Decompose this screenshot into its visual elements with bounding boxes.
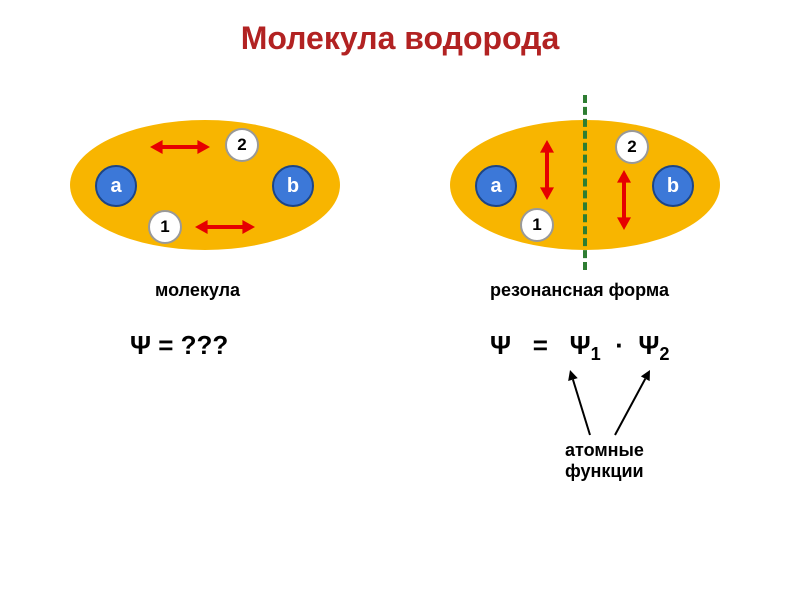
right-label: резонансная форма xyxy=(490,280,669,301)
psi: Ψ xyxy=(490,330,511,360)
left-arrow-bottom xyxy=(195,220,255,234)
dot: · xyxy=(615,330,624,360)
left-node-1: 1 xyxy=(148,210,182,244)
right-formula: Ψ = Ψ1 · Ψ2 xyxy=(490,330,670,365)
right-arrow-left xyxy=(540,140,554,200)
right-node-b: b xyxy=(652,165,694,207)
psi2: Ψ2 xyxy=(638,330,669,360)
left-formula: Ψ = ??? xyxy=(130,330,228,361)
right-node-a: a xyxy=(475,165,517,207)
annotation-label: атомные функции xyxy=(565,440,644,482)
psi1: Ψ1 xyxy=(570,330,601,360)
page-title: Молекула водорода xyxy=(0,20,800,57)
dashed-divider xyxy=(583,95,587,270)
annotation-arrows xyxy=(0,0,800,600)
left-node-2: 2 xyxy=(225,128,259,162)
left-label: молекула xyxy=(155,280,240,301)
left-node-a: a xyxy=(95,165,137,207)
eq: = xyxy=(533,330,548,360)
left-arrow-top xyxy=(150,140,210,154)
right-node-2: 2 xyxy=(615,130,649,164)
left-node-b: b xyxy=(272,165,314,207)
right-arrow-right xyxy=(617,170,631,230)
right-node-1: 1 xyxy=(520,208,554,242)
